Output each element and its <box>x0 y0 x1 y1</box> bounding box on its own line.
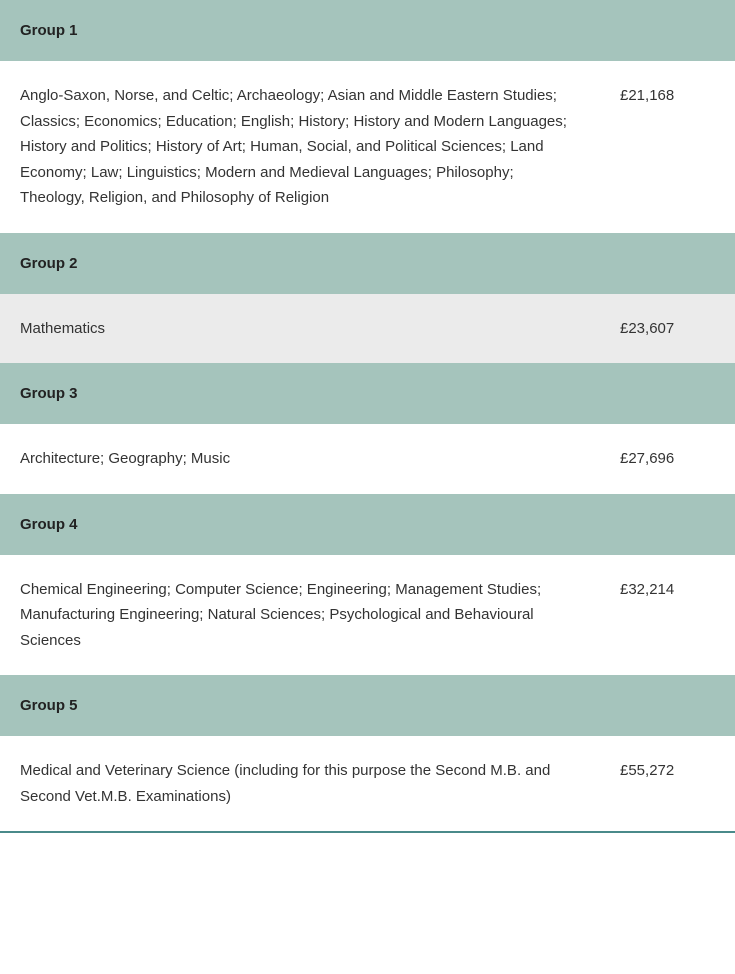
group-description-cell: Mathematics <box>0 294 600 364</box>
group-header-row: Group 5 <box>0 675 735 736</box>
fee-groups-table: Group 1Anglo-Saxon, Norse, and Celtic; A… <box>0 0 735 833</box>
group-data-row: Anglo-Saxon, Norse, and Celtic; Archaeol… <box>0 61 735 233</box>
group-description-cell: Architecture; Geography; Music <box>0 424 600 494</box>
table-body: Group 1Anglo-Saxon, Norse, and Celtic; A… <box>0 0 735 832</box>
group-header-row: Group 3 <box>0 363 735 424</box>
group-data-row: Mathematics£23,607 <box>0 294 735 364</box>
group-name-cell: Group 4 <box>0 494 735 555</box>
group-price-cell: £23,607 <box>600 294 735 364</box>
group-price-cell: £21,168 <box>600 61 735 233</box>
group-description-cell: Medical and Veterinary Science (includin… <box>0 736 600 832</box>
group-price-cell: £27,696 <box>600 424 735 494</box>
group-data-row: Architecture; Geography; Music£27,696 <box>0 424 735 494</box>
group-name-cell: Group 5 <box>0 675 735 736</box>
group-description-cell: Anglo-Saxon, Norse, and Celtic; Archaeol… <box>0 61 600 233</box>
group-header-row: Group 4 <box>0 494 735 555</box>
group-data-row: Chemical Engineering; Computer Science; … <box>0 555 735 676</box>
group-name-cell: Group 1 <box>0 0 735 61</box>
group-data-row: Medical and Veterinary Science (includin… <box>0 736 735 832</box>
group-header-row: Group 2 <box>0 233 735 294</box>
group-price-cell: £55,272 <box>600 736 735 832</box>
group-price-cell: £32,214 <box>600 555 735 676</box>
group-name-cell: Group 2 <box>0 233 735 294</box>
group-header-row: Group 1 <box>0 0 735 61</box>
group-description-cell: Chemical Engineering; Computer Science; … <box>0 555 600 676</box>
group-name-cell: Group 3 <box>0 363 735 424</box>
